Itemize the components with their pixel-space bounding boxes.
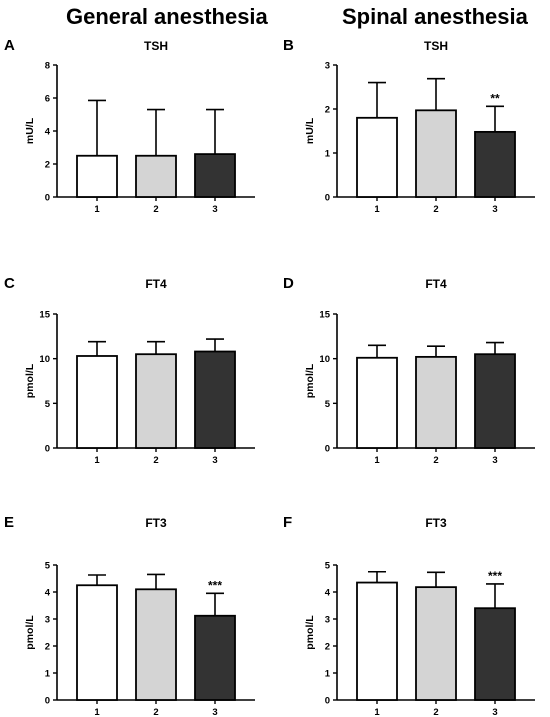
y-tick-label: 6: [45, 94, 50, 105]
panel-letter: F: [283, 514, 292, 531]
y-axis-label: pmol/L: [304, 615, 316, 650]
chart-title: FT3: [145, 516, 167, 530]
y-tick-label: 3: [325, 61, 330, 72]
y-tick-label: 0: [45, 696, 50, 707]
chart-title: TSH: [144, 39, 168, 53]
y-tick-label: 4: [45, 127, 51, 138]
x-tick-label: 2: [433, 204, 438, 215]
chart-title: FT4: [425, 277, 447, 291]
y-tick-label: 2: [325, 642, 330, 653]
bar-group-1: [76, 154, 118, 198]
y-tick-label: 0: [325, 696, 330, 707]
y-tick-label: 0: [45, 444, 50, 455]
bar-group-1: [356, 356, 398, 449]
chart-title: FT4: [145, 277, 167, 291]
y-axis-label: mU/L: [304, 117, 316, 144]
x-tick-label: 2: [153, 707, 158, 717]
bar-group-1: [76, 584, 118, 701]
x-tick-label: 3: [492, 455, 497, 466]
bar-group-3: [194, 614, 236, 701]
y-axis-label: mU/L: [24, 117, 36, 144]
x-tick-label: 3: [212, 707, 217, 717]
bar-group-3: [474, 130, 516, 198]
x-tick-label: 3: [212, 204, 217, 215]
x-tick-label: 2: [153, 204, 158, 215]
y-tick-label: 4: [325, 588, 331, 599]
x-tick-label: 3: [212, 455, 217, 466]
y-tick-label: 3: [45, 615, 50, 626]
bar-group-1: [356, 116, 398, 198]
y-tick-label: 10: [39, 354, 50, 365]
panel-c: C FT4 pmol/L 0 5 10 15 1 2 3: [4, 275, 255, 466]
y-tick-label: 0: [325, 193, 330, 204]
significance-label: ***: [488, 569, 502, 583]
x-tick-label: 1: [94, 455, 100, 466]
y-tick-label: 10: [319, 354, 330, 365]
y-tick-label: 4: [45, 588, 51, 599]
bar-group-3: [194, 350, 236, 449]
bar-group-2: [415, 109, 457, 198]
y-tick-label: 0: [325, 444, 330, 455]
chart-title: FT3: [425, 516, 447, 530]
y-tick-label: 5: [45, 399, 51, 410]
y-tick-label: 2: [45, 160, 50, 171]
x-tick-label: 1: [374, 707, 380, 717]
y-tick-label: 15: [319, 310, 330, 321]
y-tick-label: 15: [39, 310, 50, 321]
panel-d: D FT4 pmol/L 0 5 10 15 1 2 3: [283, 275, 535, 466]
x-tick-label: 1: [94, 204, 100, 215]
y-axis-label: pmol/L: [24, 363, 36, 398]
panel-letter: E: [4, 514, 14, 531]
bar-group-2: [415, 586, 457, 701]
panel-letter: A: [4, 37, 15, 54]
y-tick-label: 0: [45, 193, 50, 204]
bar-group-1: [76, 355, 118, 449]
column-title-general-anesthesia: General anesthesia: [66, 4, 268, 29]
panel-letter: B: [283, 37, 294, 54]
x-tick-label: 1: [94, 707, 100, 717]
bar-group-1: [356, 581, 398, 701]
y-tick-label: 1: [325, 149, 331, 160]
x-tick-label: 2: [153, 455, 158, 466]
bar-group-3: [474, 353, 516, 449]
panel-e: E FT3 pmol/L 0 1 2 3 4 5 1 2 3 ***: [4, 514, 255, 717]
panel-letter: C: [4, 275, 15, 292]
significance-label: **: [490, 91, 500, 105]
y-tick-label: 5: [325, 399, 331, 410]
panel-a: A TSH mU/L 0 2 4 6 8 1 2 3: [4, 37, 255, 215]
y-tick-label: 3: [325, 615, 330, 626]
bar-group-3: [194, 153, 236, 198]
y-tick-label: 1: [325, 669, 331, 680]
bar-group-2: [135, 353, 177, 449]
panel-f: F FT3 pmol/L 0 1 2 3 4 5 1 2 3 ***: [283, 514, 535, 717]
y-tick-label: 5: [45, 561, 51, 572]
y-axis-label: pmol/L: [24, 615, 36, 650]
x-tick-label: 1: [374, 204, 380, 215]
panel-letter: D: [283, 275, 294, 292]
bar-group-2: [415, 355, 457, 449]
y-axis-label: pmol/L: [304, 363, 316, 398]
y-tick-label: 2: [45, 642, 50, 653]
bar-group-2: [135, 588, 177, 701]
bar-group-2: [135, 154, 177, 198]
panel-b: B TSH mU/L 0 1 2 3 1 2 3 **: [283, 37, 535, 215]
y-tick-label: 8: [45, 61, 50, 72]
y-tick-label: 1: [45, 669, 51, 680]
x-tick-label: 1: [374, 455, 380, 466]
significance-label: ***: [208, 578, 222, 592]
x-tick-label: 2: [433, 455, 438, 466]
y-tick-label: 5: [325, 561, 331, 572]
y-tick-label: 2: [325, 105, 330, 116]
x-tick-label: 2: [433, 707, 438, 717]
x-tick-label: 3: [492, 707, 497, 717]
bar-group-3: [474, 607, 516, 701]
x-tick-label: 3: [492, 204, 497, 215]
column-title-spinal-anesthesia: Spinal anesthesia: [342, 4, 528, 29]
chart-title: TSH: [424, 39, 448, 53]
